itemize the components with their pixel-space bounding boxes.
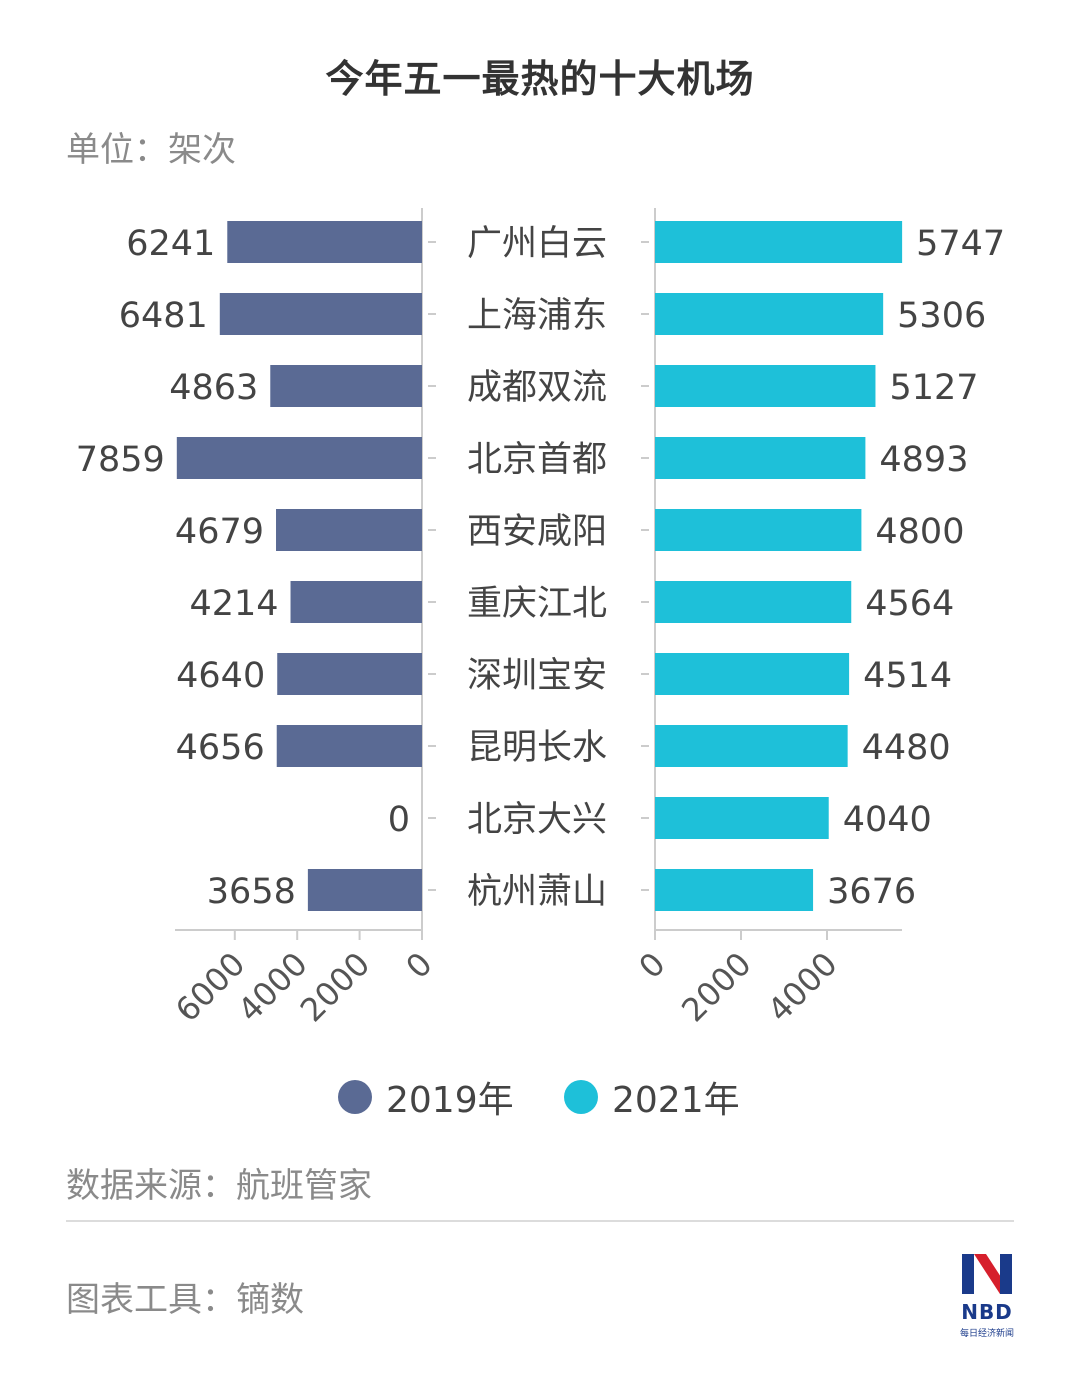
divider [66,1220,1014,1222]
bar-2019[interactable] [307,869,422,911]
value-label-2021: 5127 [889,368,978,408]
right-axis-tick-label: 4000 [760,945,844,1029]
logo-text: NBD [961,1300,1013,1324]
left-axis-tick-label: 6000 [168,945,252,1029]
category-label: 上海浦东 [467,296,607,336]
chart-tool: 图表工具：镝数 [66,1280,304,1320]
value-label-2021: 4040 [843,800,932,840]
logo-subtext: 每日经济新闻 [959,1329,1014,1339]
bar-2019[interactable] [219,293,422,335]
bar-2021[interactable] [655,581,852,623]
category-label: 深圳宝安 [467,656,607,696]
left-axis-tick-label: 0 [398,945,439,986]
category-label: 北京大兴 [467,800,607,840]
value-label-2021: 5306 [897,296,986,336]
bar-2019[interactable] [227,221,422,263]
category-label: 西安咸阳 [467,512,607,552]
legend-swatch-2021 [564,1080,598,1114]
value-label-2019: 6481 [119,296,208,336]
bar-2019[interactable] [276,725,422,767]
category-label: 广州白云 [467,224,607,264]
category-label: 成都双流 [467,368,607,408]
value-label-2021: 4800 [875,512,964,552]
legend-item-2019[interactable]: 2019年 [338,1072,514,1122]
nbd-logo: NBD 每日经济新闻 [952,1250,1022,1345]
value-label-2021: 4893 [879,440,968,480]
bar-2019[interactable] [176,437,422,479]
category-label: 杭州萧山 [467,872,607,912]
data-source: 数据来源：航班管家 [66,1166,372,1206]
value-label-2021: 4514 [863,656,952,696]
value-label-2019: 4640 [176,656,265,696]
value-label-2019: 3658 [207,872,296,912]
unit-label: 单位：架次 [66,130,236,170]
bar-2021[interactable] [655,221,903,263]
value-label-2019: 4679 [175,512,264,552]
category-label: 昆明长水 [467,728,607,768]
category-label: 北京首都 [467,440,607,480]
value-label-2019: 4656 [176,728,265,768]
bar-2021[interactable] [655,509,862,551]
chart-title: 今年五一最热的十大机场 [325,57,755,101]
value-label-2021: 4480 [862,728,951,768]
legend-swatch-2019 [338,1080,372,1114]
bar-2019[interactable] [270,365,422,407]
nbd-logo-icon [962,1254,1012,1294]
value-label-2019: 4863 [169,368,258,408]
category-label: 重庆江北 [467,584,607,624]
value-label-2021: 5747 [916,224,1005,264]
legend-item-2021[interactable]: 2021年 [564,1072,740,1122]
value-label-2019: 7859 [76,440,165,480]
bar-2021[interactable] [655,869,814,911]
bar-2019[interactable] [276,509,422,551]
bar-2019[interactable] [290,581,422,623]
bar-2021[interactable] [655,293,884,335]
legend-label-2019: 2019年 [386,1080,514,1121]
value-label-2021: 4564 [865,584,954,624]
value-label-2019: 0 [388,800,410,840]
bar-2021[interactable] [655,437,866,479]
legend-label-2021: 2021年 [612,1080,740,1121]
legend: 2019年 2021年 [0,1072,1080,1122]
bar-2021[interactable] [655,725,848,767]
bar-2021[interactable] [655,653,850,695]
right-axis-tick-label: 0 [631,945,672,986]
bar-2021[interactable] [655,365,876,407]
bar-2019[interactable] [277,653,422,695]
value-label-2019: 6241 [126,224,215,264]
bar-2021[interactable] [655,797,829,839]
butterfly-bar-chart: 广州白云 6241 5747 上海浦东 6481 5306 成都双流 4863 5127 北京首都… [76,208,1005,1029]
left-axis-tick-label: 4000 [230,945,314,1029]
right-axis-tick-label: 2000 [674,945,758,1029]
value-label-2021: 3676 [827,872,916,912]
value-label-2019: 4214 [189,584,278,624]
left-axis-tick-label: 2000 [293,945,377,1029]
